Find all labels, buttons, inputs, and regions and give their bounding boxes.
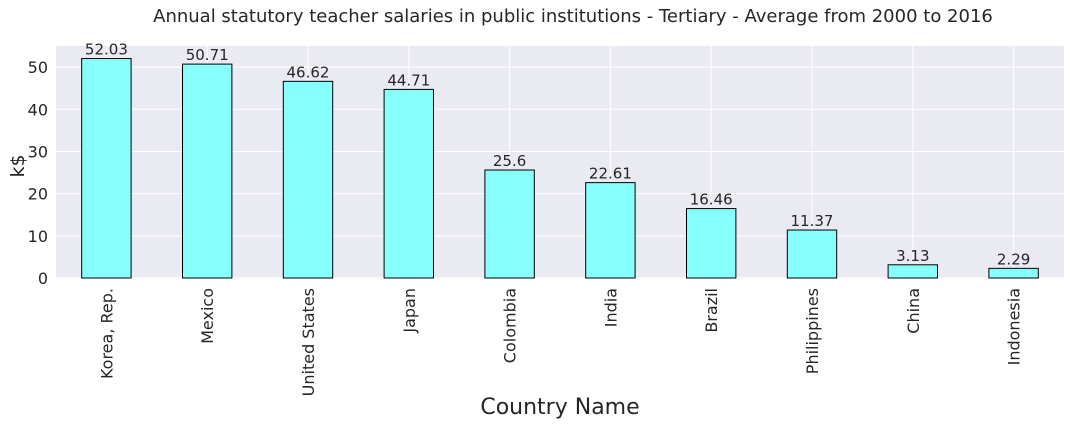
bar [786, 229, 838, 279]
x-tick-label: Japan [400, 288, 419, 334]
bar-value-label: 50.71 [186, 46, 229, 64]
x-tick-label: Indonesia [1005, 288, 1024, 365]
y-tick-label: 20 [28, 185, 48, 204]
bar [182, 63, 233, 279]
x-tick-label: China [904, 288, 923, 334]
x-tick-label: Philippines [803, 288, 822, 374]
bar [282, 80, 334, 279]
x-axis-ticks: Korea, Rep. Mexico United States Japan Colom… [97, 288, 1023, 396]
y-tick-label: 0 [38, 269, 48, 288]
bar-value-label: 52.03 [85, 41, 128, 59]
y-axis-ticks: 0 10 20 30 40 50 [28, 58, 48, 288]
y-tick-label: 40 [28, 100, 48, 119]
bar-value-label: 3.13 [896, 247, 929, 265]
bar-value-label: 46.62 [287, 63, 330, 81]
bar-value-label: 25.6 [493, 152, 526, 170]
bar-value-label: 44.71 [387, 71, 430, 89]
bar [988, 267, 1039, 279]
y-axis-label: k$ [7, 154, 29, 177]
bar-value-label: 22.61 [589, 165, 632, 183]
bar [484, 169, 535, 279]
x-axis-label: Country Name [480, 395, 639, 420]
x-tick-label: United States [299, 288, 318, 396]
bar [383, 88, 434, 279]
x-tick-label: Colombia [501, 288, 520, 363]
x-tick-label: Brazil [702, 288, 721, 333]
bar-value-label: 16.46 [690, 191, 733, 209]
y-tick-label: 50 [28, 58, 48, 77]
bar [686, 208, 737, 279]
y-tick-label: 30 [28, 142, 48, 161]
x-tick-label: Mexico [198, 288, 217, 344]
bar [81, 58, 132, 279]
bar [887, 264, 938, 279]
bar-value-label: 2.29 [997, 250, 1030, 268]
chart-title: Annual statutory teacher salaries in pub… [153, 6, 993, 27]
bars: 52.03 50.71 46.62 44.71 25.6 22.61 16.46 11.37 3… [81, 41, 1039, 279]
y-tick-label: 10 [28, 227, 48, 246]
bar-value-label: 11.37 [791, 212, 834, 230]
bar [585, 182, 636, 279]
x-tick-label: Korea, Rep. [97, 288, 116, 379]
x-tick-label: India [601, 288, 620, 327]
